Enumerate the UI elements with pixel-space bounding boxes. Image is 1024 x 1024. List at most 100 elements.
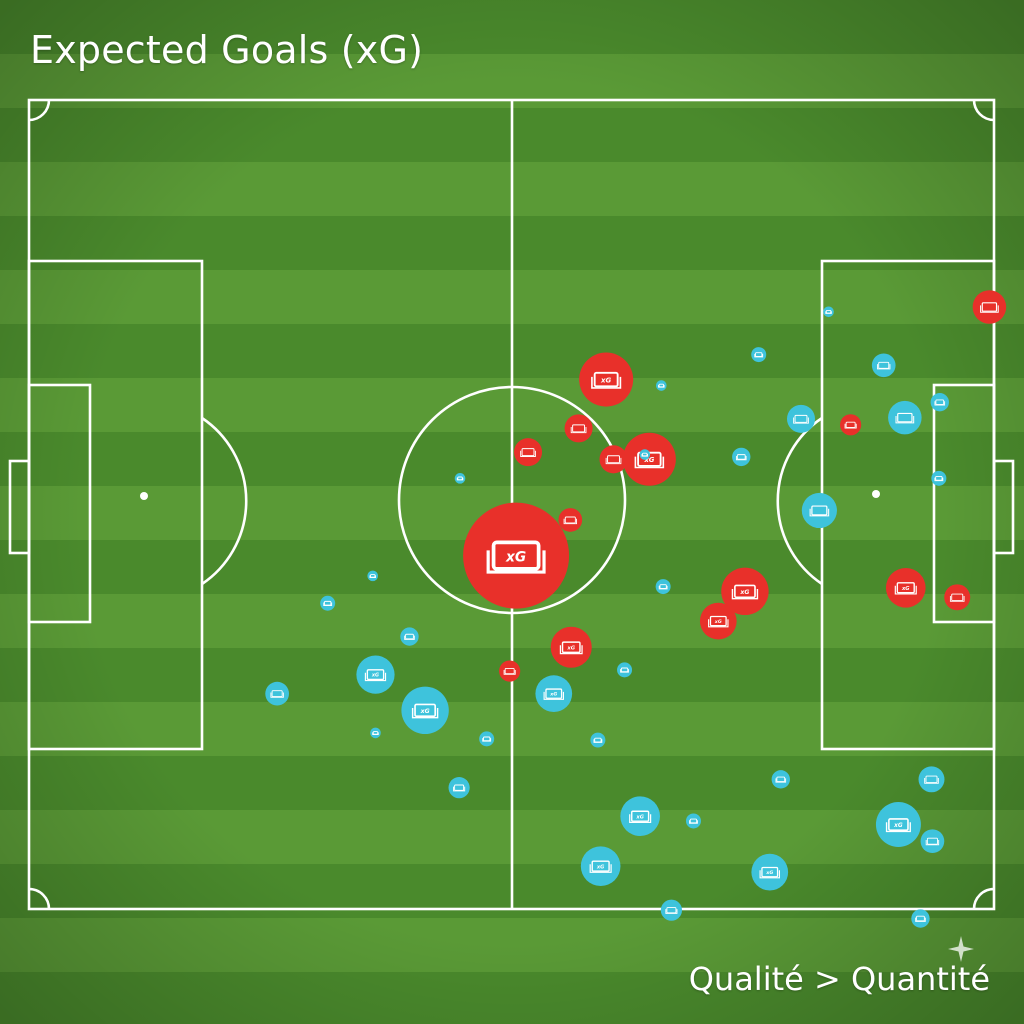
shot-point bbox=[448, 777, 470, 799]
xg-badge-icon bbox=[453, 784, 466, 792]
shot-point: xG bbox=[751, 853, 789, 891]
shot-point bbox=[514, 438, 543, 467]
shot-point bbox=[617, 662, 633, 678]
shot-point bbox=[660, 899, 683, 921]
xg-badge-icon bbox=[844, 421, 857, 429]
shot-bubble bbox=[564, 414, 593, 443]
shot-point bbox=[751, 347, 767, 363]
shot-bubble bbox=[580, 846, 621, 887]
xg-badge-icon bbox=[369, 574, 376, 578]
xg-badge-icon bbox=[735, 454, 747, 461]
xg-badge-icon bbox=[759, 866, 780, 879]
shot-bubble bbox=[875, 802, 921, 848]
xg-badge-label: xG bbox=[765, 870, 773, 876]
xg-badge-icon bbox=[658, 584, 668, 590]
shot-bubble bbox=[514, 438, 543, 467]
xg-badge-icon bbox=[543, 688, 565, 700]
shot-bubble bbox=[499, 660, 521, 682]
xg-badge-icon bbox=[629, 810, 652, 823]
xg-badge-icon bbox=[641, 452, 649, 457]
shot-point bbox=[685, 813, 701, 829]
xg-badge-label: xG bbox=[901, 586, 910, 592]
shot-point bbox=[499, 660, 521, 682]
shot-bubble bbox=[823, 306, 834, 318]
xg-badge-icon bbox=[486, 540, 546, 574]
shot-point bbox=[590, 732, 606, 748]
xg-badge-label: xG bbox=[549, 692, 557, 698]
shot-bubble bbox=[620, 796, 660, 837]
shot-point bbox=[454, 473, 466, 484]
xg-badge-label: xG bbox=[635, 814, 644, 820]
shot-bubble bbox=[840, 414, 862, 436]
shot-point bbox=[558, 508, 583, 532]
right-goal bbox=[992, 459, 1015, 555]
shot-point bbox=[918, 766, 945, 793]
chart-title: Expected Goals (xG) bbox=[30, 28, 424, 72]
xg-badge-icon bbox=[894, 582, 917, 595]
xg-badge-icon bbox=[620, 667, 629, 673]
xg-badge-label: xG bbox=[893, 823, 903, 829]
shot-bubble bbox=[944, 584, 971, 611]
shot-bubble bbox=[463, 502, 570, 609]
shot-bubble bbox=[320, 595, 336, 611]
shot-point bbox=[599, 445, 628, 474]
shot-point bbox=[920, 829, 945, 854]
right-penalty-spot bbox=[872, 490, 880, 498]
shot-point bbox=[656, 380, 667, 391]
shot-bubble bbox=[751, 347, 767, 363]
shot-bubble bbox=[786, 404, 816, 433]
shot-bubble bbox=[920, 829, 945, 854]
shot-point bbox=[871, 353, 896, 378]
shot-point bbox=[400, 627, 419, 646]
xg-badge-icon bbox=[591, 371, 622, 389]
shot-bubble bbox=[535, 675, 573, 713]
shot-bubble bbox=[801, 492, 837, 529]
shot-bubble bbox=[617, 662, 633, 678]
shot-point bbox=[265, 681, 289, 706]
xg-badge-icon bbox=[605, 455, 622, 465]
xg-badge-icon bbox=[949, 593, 965, 602]
shot-bubble bbox=[558, 508, 583, 532]
xg-badge-label: xG bbox=[505, 549, 526, 565]
shot-point bbox=[771, 770, 790, 789]
xg-badge-icon bbox=[708, 615, 729, 628]
shot-point: xG bbox=[356, 655, 395, 694]
shot-point: xG bbox=[620, 796, 660, 837]
xg-badge-icon bbox=[503, 667, 516, 675]
shot-bubble bbox=[550, 626, 592, 668]
shot-point: xG bbox=[622, 432, 676, 486]
xg-badge-icon bbox=[411, 703, 439, 719]
xg-badge-icon bbox=[404, 633, 415, 640]
shot-point bbox=[786, 404, 816, 433]
xg-badge-label: xG bbox=[714, 619, 722, 625]
xg-badge-icon bbox=[885, 818, 911, 833]
xg-badge-icon bbox=[924, 775, 939, 784]
xg-badge-icon bbox=[934, 399, 946, 406]
shot-bubble bbox=[599, 445, 628, 474]
xg-badge-icon bbox=[895, 412, 915, 424]
shot-point bbox=[320, 595, 336, 611]
chart-caption: Qualité > Quantité bbox=[688, 960, 990, 998]
shot-point bbox=[479, 731, 495, 747]
xg-badge-label: xG bbox=[643, 456, 654, 464]
xg-badge-icon bbox=[589, 860, 612, 873]
shot-bubble bbox=[721, 567, 769, 616]
shot-point: xG bbox=[463, 502, 570, 609]
xg-badge-icon bbox=[793, 414, 809, 424]
left-goal bbox=[8, 459, 31, 555]
xg-badge-icon bbox=[825, 309, 832, 314]
xg-badge-icon bbox=[925, 837, 940, 846]
shot-point: xG bbox=[550, 626, 592, 668]
shot-bubble bbox=[265, 681, 289, 706]
left-penalty-arc bbox=[201, 416, 248, 586]
shot-bubble bbox=[972, 290, 1007, 324]
xg-badge-icon bbox=[877, 361, 891, 370]
shot-bubble bbox=[931, 470, 947, 486]
corner-arc-top-right bbox=[972, 99, 995, 122]
xg-badge-icon bbox=[372, 731, 379, 736]
shot-point bbox=[972, 290, 1007, 324]
shot-bubble bbox=[918, 766, 945, 793]
sparkle-icon bbox=[948, 936, 974, 962]
shot-bubble bbox=[685, 813, 701, 829]
xg-badge-icon bbox=[658, 383, 665, 388]
